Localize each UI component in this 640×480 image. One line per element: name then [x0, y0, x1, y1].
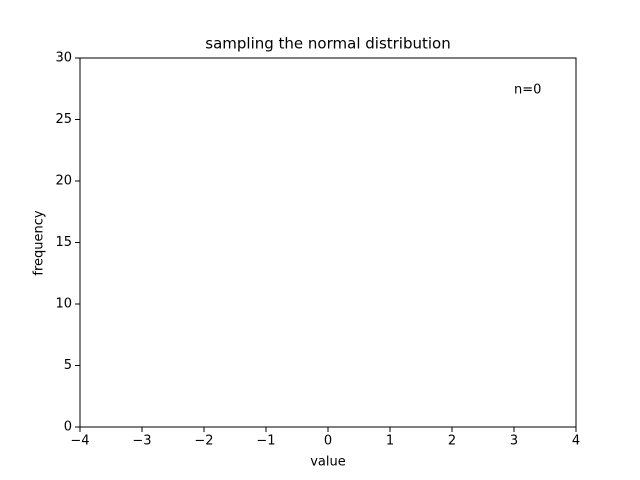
x-tick-label: −3: [132, 434, 151, 449]
plot-frame: [79, 57, 577, 428]
y-tick-label: 30: [55, 51, 72, 66]
x-tick-label: 1: [386, 434, 394, 449]
y-tick-label: 10: [55, 297, 72, 312]
y-tick-label: 25: [55, 112, 72, 127]
x-tick-label: −2: [194, 434, 213, 449]
x-tick-label: −1: [256, 434, 275, 449]
x-tick-label: 0: [324, 434, 332, 449]
x-tick-label: 2: [448, 434, 456, 449]
x-tick-label: 4: [572, 434, 580, 449]
annotation: n=0: [514, 83, 541, 98]
y-axis-label: frequency: [32, 210, 47, 276]
y-tick-label: 0: [64, 420, 72, 435]
y-tick-label: 5: [64, 358, 72, 373]
y-tick-label: 20: [55, 174, 72, 189]
y-tick-label: 15: [55, 235, 72, 250]
chart-title: sampling the normal distribution: [205, 35, 450, 53]
x-tick-label: 3: [510, 434, 518, 449]
x-tick-label: −4: [70, 434, 89, 449]
x-axis-label: value: [310, 455, 346, 470]
